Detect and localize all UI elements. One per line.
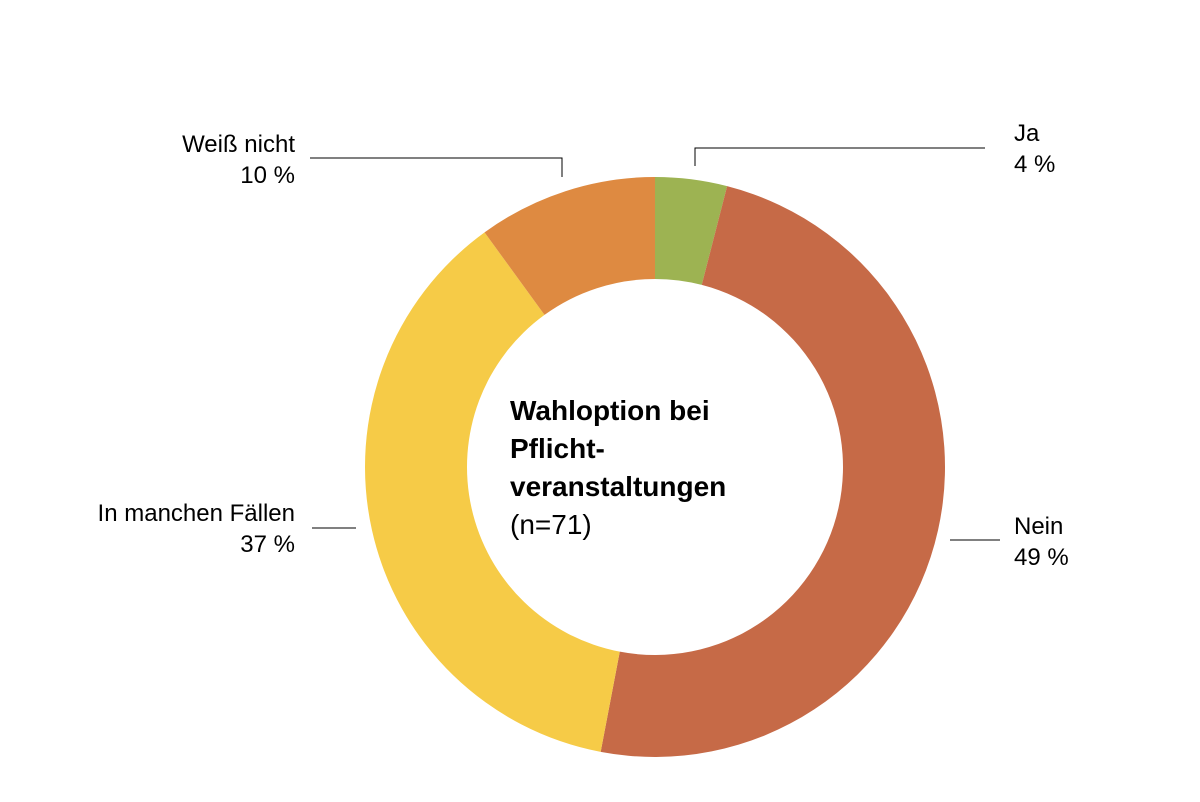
slice-in-manchen-fällen [365, 232, 620, 752]
slice-value: 4 % [1014, 151, 1056, 178]
slice-nein [600, 186, 945, 757]
slice-label-weiss-nicht: Weiß nicht 10 % [182, 129, 295, 191]
slice-value: 49 % [1014, 544, 1069, 571]
slice-label-ja: Ja 4 % [1014, 118, 1055, 180]
slice-name: Ja [1014, 120, 1040, 147]
title-line: veranstaltungen [510, 471, 727, 502]
leader-lines [310, 147, 1000, 541]
slice-value: 37 % [240, 531, 295, 558]
slice-value: 10 % [240, 162, 295, 189]
slice-label-nein: Nein 49 % [1014, 511, 1069, 573]
title-line: Pflicht- [510, 433, 605, 464]
slice-ja [655, 177, 728, 285]
slice-weiß-nicht [484, 177, 655, 315]
slice-name: Weiß nicht [182, 131, 295, 158]
leader-line-ja [694, 147, 985, 166]
leader-line-weiss-nicht [310, 157, 563, 177]
title-line: Wahloption bei [510, 395, 710, 426]
slice-name: Nein [1014, 513, 1064, 540]
chart-title: Wahloption bei Pflicht- veranstaltungen … [510, 392, 726, 544]
chart-subtitle: (n=71) [510, 509, 592, 540]
slice-name: In manchen Fällen [97, 500, 295, 527]
slice-label-in-manchen-faellen: In manchen Fällen 37 % [98, 498, 295, 560]
